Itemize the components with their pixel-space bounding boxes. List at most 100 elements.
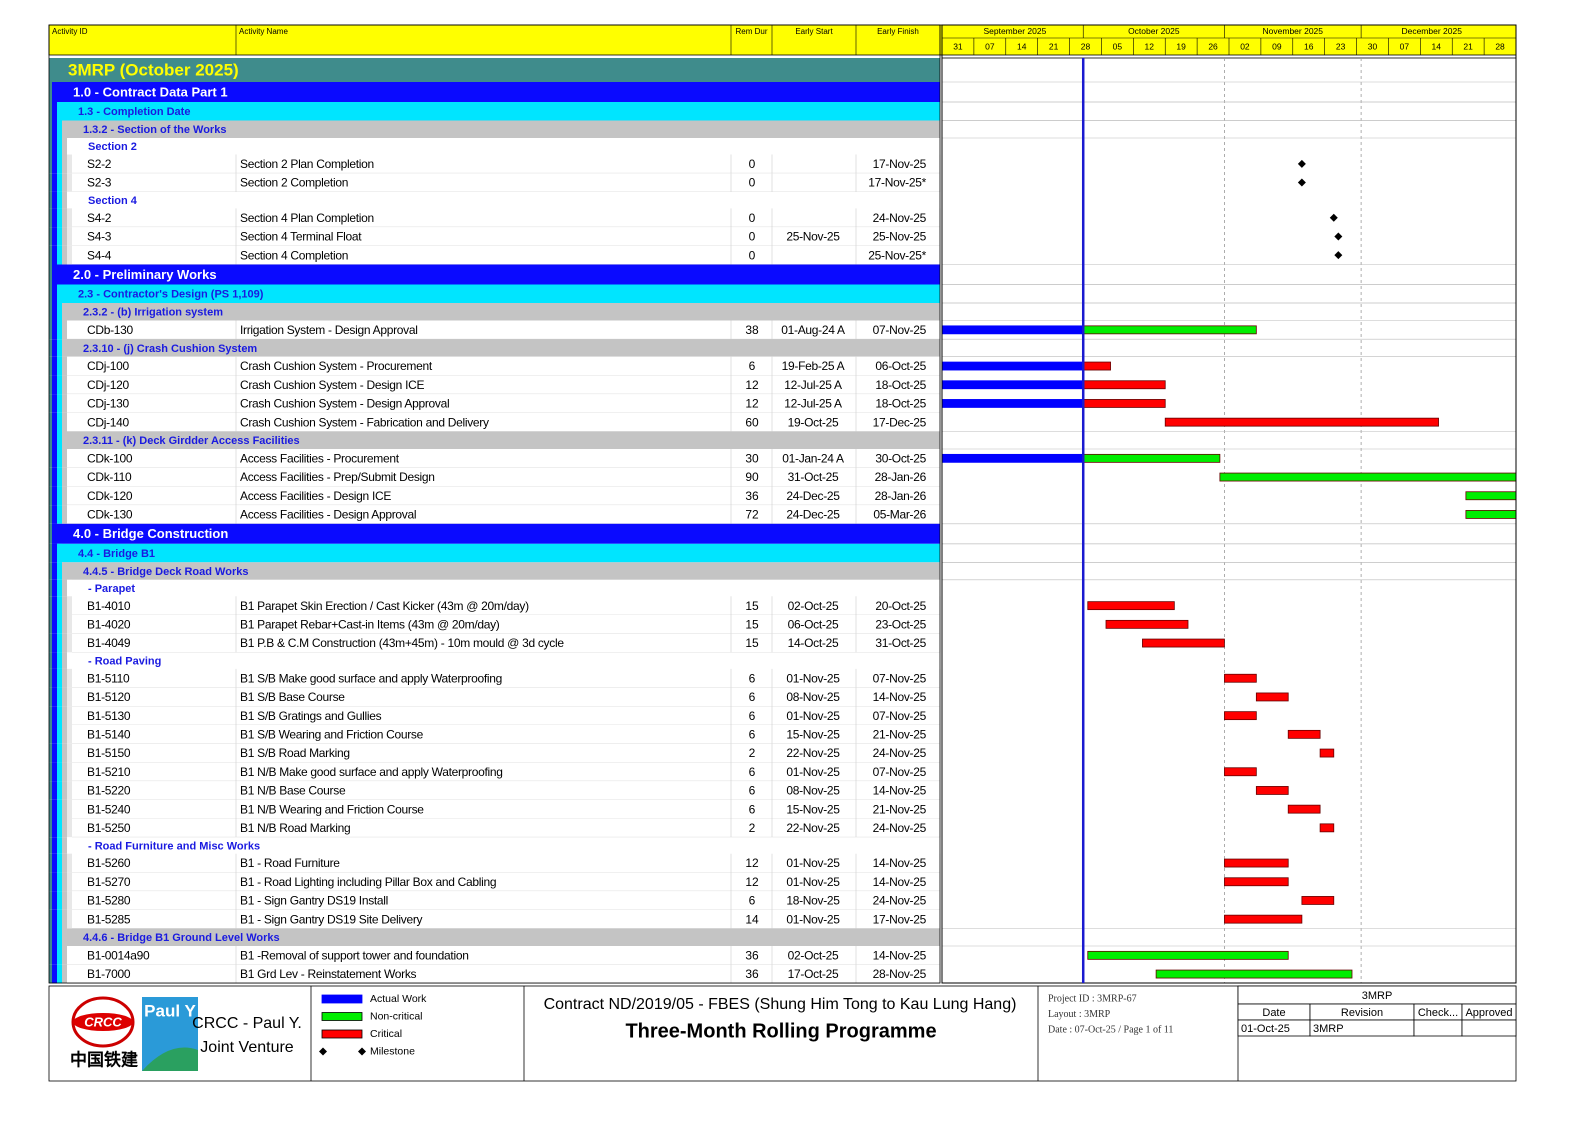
early-finish: 21-Nov-25 [873, 728, 927, 742]
stripe [52, 668, 57, 688]
stripe [49, 284, 52, 303]
revision-cell [1461, 1019, 1517, 1037]
stripe [62, 467, 67, 487]
activity-row [72, 872, 940, 892]
stripe [57, 853, 62, 873]
rem-dur: 0 [749, 176, 756, 190]
stripe [49, 928, 52, 946]
stripe [49, 579, 52, 597]
stripe [57, 562, 62, 580]
early-finish: 17-Nov-25 [873, 157, 927, 171]
stripe [52, 102, 57, 121]
stripe [57, 227, 62, 246]
stripe [49, 818, 52, 838]
group-row [49, 58, 940, 82]
stripe [57, 799, 62, 819]
week-label: 14 [1017, 41, 1027, 51]
project-info: Layout : 3MRP [1048, 1009, 1111, 1020]
stripe [52, 173, 57, 192]
early-finish: 07-Nov-25 [873, 709, 927, 723]
group-row [57, 102, 940, 121]
stripe [52, 284, 57, 303]
rem-dur: 6 [749, 894, 756, 908]
stripe [49, 837, 52, 854]
group-row [62, 339, 940, 357]
company-name: CRCC - Paul Y. [192, 1015, 302, 1032]
stripe [57, 687, 62, 707]
stripe [49, 486, 52, 506]
early-start: 01-Jan-24 A [782, 452, 844, 466]
stripe [57, 431, 62, 449]
activity-name: B1 S/B Make good surface and apply Water… [240, 671, 502, 685]
stripe [62, 138, 67, 155]
stripe [67, 799, 72, 819]
legend-swatch [321, 994, 363, 1004]
stripe [62, 743, 67, 763]
activity-row [67, 320, 940, 340]
activity-name: Access Facilities - Design ICE [240, 489, 391, 503]
month-label: November 2025 [1263, 26, 1324, 36]
early-start: 01-Nov-25 [786, 856, 840, 870]
activity-row [72, 596, 940, 615]
early-finish: 18-Oct-25 [875, 378, 926, 392]
stripe [62, 412, 67, 432]
early-start: 01-Nov-25 [786, 709, 840, 723]
early-finish: 24-Nov-25 [873, 894, 927, 908]
activity-name: B1 Parapet Skin Erection / Cast Kicker (… [240, 599, 529, 613]
activity-id: B1-5270 [87, 875, 131, 889]
activity-name: B1 S/B Road Marking [240, 746, 350, 760]
stripe [57, 356, 62, 376]
activity-row [72, 706, 940, 725]
stripe [49, 412, 52, 432]
early-start: 15-Nov-25 [786, 728, 840, 742]
stripe [52, 191, 57, 209]
early-finish: 17-Nov-25 [873, 912, 927, 926]
stripe [62, 173, 67, 192]
group-label: 2.0 - Preliminary Works [73, 267, 217, 282]
stripe [62, 320, 67, 340]
stripe [49, 303, 52, 321]
activity-name: Crash Cushion System - Procurement [240, 359, 433, 373]
column-header: Activity Name [239, 27, 288, 36]
rem-dur: 60 [745, 415, 759, 429]
stripe [67, 687, 72, 707]
stripe [52, 615, 57, 634]
stripe [62, 394, 67, 413]
stripe [49, 208, 52, 228]
stripe [52, 818, 57, 838]
group-label: 4.4.5 - Bridge Deck Road Works [83, 566, 248, 578]
stripe [49, 173, 52, 192]
stripe [49, 909, 52, 929]
stripe [49, 615, 52, 634]
activity-name: B1 - Road Furniture [240, 856, 340, 870]
stripe [49, 725, 52, 744]
rem-dur: 36 [745, 489, 759, 503]
stripe [67, 633, 72, 653]
activity-id: B1-5280 [87, 894, 131, 908]
activity-bar [1319, 823, 1335, 833]
stripe [52, 799, 57, 819]
group-row [62, 303, 940, 321]
activity-row [72, 227, 940, 246]
stripe [62, 706, 67, 725]
early-start: 24-Dec-25 [786, 508, 840, 522]
activity-id: B1-5220 [87, 784, 131, 798]
activity-id: CDb-130 [87, 323, 134, 337]
stripe [49, 891, 52, 910]
group-label: Section 2 [88, 141, 137, 153]
activity-bar [1105, 619, 1189, 629]
stripe [62, 909, 67, 929]
rem-dur: 0 [749, 230, 756, 244]
group-row [57, 284, 940, 303]
stripe [67, 245, 72, 265]
activity-bar [1224, 877, 1289, 887]
group-row [67, 191, 940, 209]
column-header: Early Start [795, 27, 833, 36]
logo-band [73, 1013, 133, 1031]
early-finish: 07-Nov-25 [873, 671, 927, 685]
activity-name: Irrigation System - Design Approval [240, 323, 418, 337]
stripe [67, 781, 72, 800]
stripe [62, 668, 67, 688]
early-start: 12-Jul-25 A [784, 397, 842, 411]
stripe [62, 633, 67, 653]
